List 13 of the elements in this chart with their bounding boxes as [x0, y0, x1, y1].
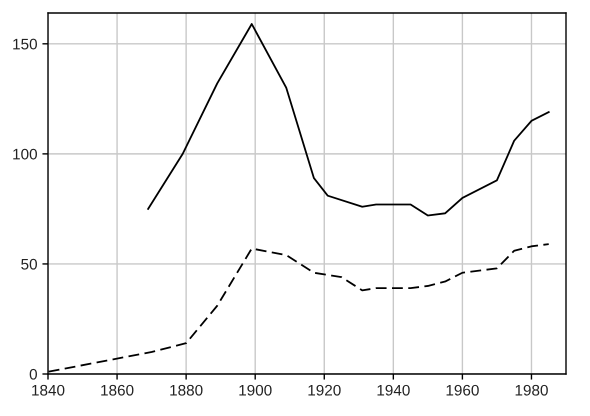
- y-tick-label: 0: [30, 368, 37, 380]
- x-tick-label: 1980: [516, 384, 548, 396]
- line-series: [147, 23, 550, 216]
- x-tick-label: 1920: [308, 384, 341, 396]
- x-tick-label: 1840: [32, 384, 64, 396]
- x-tick-label: 1940: [378, 384, 410, 396]
- x-tick-label: 1900: [239, 384, 272, 396]
- y-tick-label: 150: [13, 38, 37, 50]
- x-tick-label: 1960: [446, 384, 479, 396]
- y-tick-label: 50: [21, 258, 37, 270]
- x-tick-label: 1880: [170, 384, 203, 396]
- x-tick-label: 1860: [101, 384, 134, 396]
- y-tick-label: 100: [13, 148, 37, 160]
